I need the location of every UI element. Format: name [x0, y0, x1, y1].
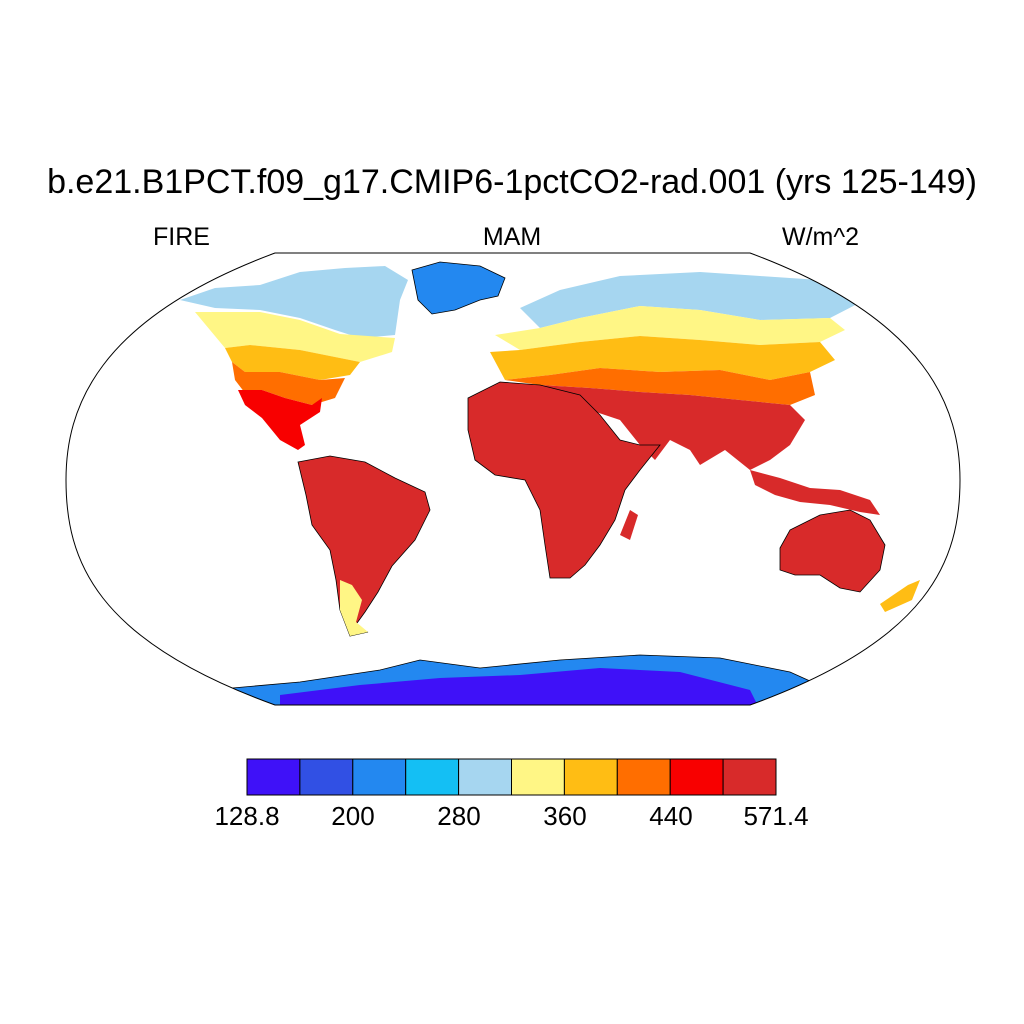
region-canada-north — [180, 266, 408, 338]
colorbar-swatch — [405, 758, 460, 796]
region-madagascar — [620, 510, 638, 540]
region-greenland — [411, 261, 506, 315]
colorbar-tick-labels: 128.8 200 280 360 440 571.4 — [0, 800, 1024, 836]
colorbar-swatch — [352, 758, 407, 796]
colorbar-tick-label: 571.4 — [743, 801, 809, 831]
colorbar-tick-label: 280 — [437, 801, 481, 831]
map-border — [65, 252, 961, 706]
region-antarctica-interior — [280, 668, 760, 705]
region-europe — [490, 336, 835, 380]
region-asia-south — [540, 385, 805, 470]
colorbar-tick-label: 440 — [649, 801, 693, 831]
colorbar-tick-label: 360 — [543, 801, 587, 831]
units-label: W/m^2 — [782, 223, 860, 251]
colorbar-swatch — [246, 758, 301, 796]
season-label: MAM — [482, 223, 542, 251]
variable-label: FIRE — [153, 223, 210, 251]
region-siberia — [520, 272, 865, 328]
region-indonesia — [750, 470, 880, 515]
region-usa-south — [232, 362, 345, 405]
region-australia — [779, 509, 886, 593]
colorbar-tick-label: 200 — [331, 801, 375, 831]
region-sa-south — [340, 580, 368, 636]
colorbar-swatch — [563, 758, 618, 796]
region-asia-mid — [505, 368, 815, 405]
region-new-zealand — [880, 580, 920, 612]
colorbar-swatch — [669, 758, 724, 796]
region-south-america — [297, 455, 431, 637]
colorbar-swatch — [458, 758, 513, 796]
plot-title: b.e21.B1PCT.f09_g17.CMIP6-1pctCO2-rad.00… — [47, 163, 977, 201]
colorbar-swatch — [722, 758, 777, 796]
colorbar-swatch — [299, 758, 354, 796]
region-canada-mid — [195, 312, 395, 362]
region-mexico — [238, 390, 322, 450]
colorbar — [246, 758, 777, 796]
colorbar-tick-label: 128.8 — [214, 801, 280, 831]
region-usa-north — [225, 345, 360, 380]
region-europe-north — [495, 306, 845, 350]
colorbar-swatch — [511, 758, 565, 796]
region-africa — [467, 381, 661, 579]
colorbar-swatch — [616, 758, 671, 796]
